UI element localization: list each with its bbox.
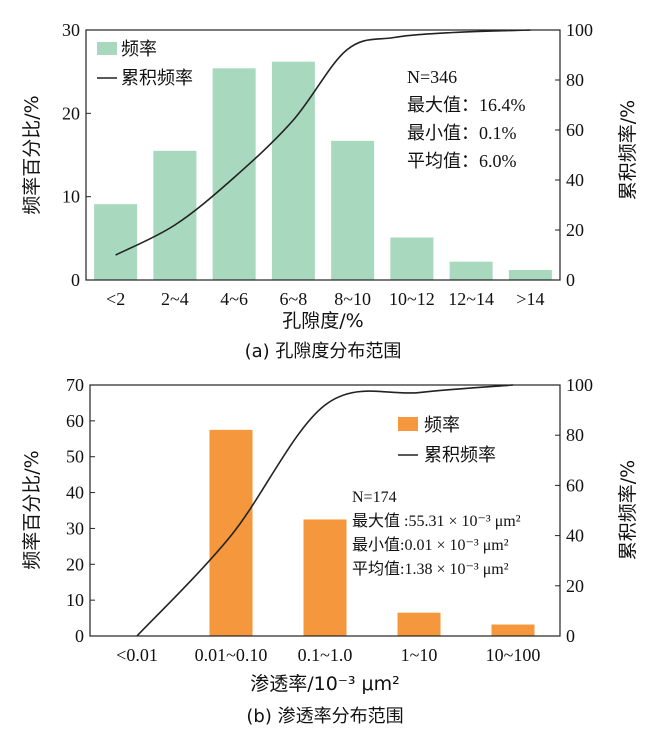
caption-permeability: (b) 渗透率分布范围 xyxy=(246,706,403,727)
x-tick-porosity-0: <2 xyxy=(106,289,125,309)
x-tick-porosity-4: 8~10 xyxy=(334,289,371,309)
cumulative-line-permeability xyxy=(136,384,514,637)
y-right-tick-porosity-4: 80 xyxy=(566,70,584,90)
y-right-tick-permeability-5: 100 xyxy=(566,375,593,395)
caption-porosity: (a) 孔隙度分布范围 xyxy=(245,341,402,362)
plot-frame-porosity xyxy=(85,29,561,281)
stats-porosity: N=346 最大值：16.4% 最小值：0.1% 平均值：6.0% xyxy=(407,67,526,171)
legend-label-line-permeability: 累积频率 xyxy=(424,445,496,466)
stat-mean-permeability: 平均值:1.38 × 10⁻³ μm² xyxy=(352,560,509,578)
legend-label-bar-permeability: 频率 xyxy=(424,415,460,436)
y-right-tick-porosity-1: 20 xyxy=(566,220,584,240)
stat-mean-porosity: 平均值：6.0% xyxy=(407,151,517,171)
y-tick-porosity-3: 30 xyxy=(62,20,80,40)
bar-porosity-1 xyxy=(153,150,197,280)
bar-porosity-2 xyxy=(212,68,256,280)
bar-porosity-4 xyxy=(331,140,375,280)
stat-min-permeability: 最小值:0.01 × 10⁻³ μm² xyxy=(352,536,509,554)
bar-porosity-6 xyxy=(449,261,493,280)
y-axis-right-porosity: 0 20 40 60 80 100 xyxy=(555,20,593,290)
y-tick-permeability-3: 30 xyxy=(66,518,84,538)
x-tick-porosity-5: 10~12 xyxy=(389,289,435,309)
x-axis-porosity: <2 2~4 4~6 6~8 8~10 10~12 12~14 >14 xyxy=(106,289,544,309)
y-right-tick-permeability-4: 80 xyxy=(566,425,584,445)
plot-frame-permeability xyxy=(89,384,561,637)
bar-permeability-4 xyxy=(491,624,535,636)
y-tick-permeability-4: 40 xyxy=(66,483,84,503)
y-tick-porosity-0: 0 xyxy=(71,270,80,290)
bar-porosity-0 xyxy=(94,204,138,280)
y-label-right-porosity: 累积频率/% xyxy=(617,100,639,200)
x-tick-permeability-0: <0.01 xyxy=(116,645,158,665)
y-right-tick-porosity-0: 0 xyxy=(566,270,575,290)
y-right-tick-permeability-2: 40 xyxy=(566,526,584,546)
legend-permeability: 频率 累积频率 xyxy=(398,415,496,466)
y-tick-permeability-6: 60 xyxy=(66,411,84,431)
y-axis-left-permeability: 0 10 20 30 40 50 60 70 xyxy=(66,375,95,646)
bar-porosity-5 xyxy=(390,237,434,280)
x-tick-porosity-6: 12~14 xyxy=(448,289,494,309)
bar-permeability-2 xyxy=(303,519,347,636)
y-right-tick-porosity-3: 60 xyxy=(566,120,584,140)
legend-label-line-porosity: 累积频率 xyxy=(121,68,193,89)
bar-permeability-3 xyxy=(397,612,441,636)
y-right-tick-permeability-3: 60 xyxy=(566,475,584,495)
x-tick-porosity-3: 6~8 xyxy=(280,289,308,309)
bar-porosity-7 xyxy=(508,270,552,280)
y-tick-permeability-0: 0 xyxy=(75,626,84,646)
x-tick-permeability-1: 0.01~0.10 xyxy=(195,645,268,665)
y-right-tick-permeability-0: 0 xyxy=(566,626,575,646)
y-label-left-porosity: 频率百分比/% xyxy=(21,95,43,214)
y-axis-right-permeability: 0 20 40 60 80 100 xyxy=(555,375,593,646)
y-label-right-permeability: 累积频率/% xyxy=(617,460,639,560)
legend-porosity: 频率 累积频率 xyxy=(97,39,193,89)
stat-min-porosity: 最小值：0.1% xyxy=(407,123,517,143)
y-tick-permeability-1: 10 xyxy=(66,590,84,610)
panel-porosity: 0 10 20 30 0 20 40 60 80 100 <2 2~4 4~6 6~8 8~10 10~1… xyxy=(21,20,639,362)
y-tick-porosity-1: 10 xyxy=(62,187,80,207)
y-axis-left-porosity: 0 10 20 30 xyxy=(62,20,91,290)
x-label-permeability: 渗透率/10⁻³ μm² xyxy=(250,673,399,695)
x-tick-permeability-2: 0.1~1.0 xyxy=(298,645,353,665)
stats-permeability: N=174 最大值 :55.31 × 10⁻³ μm² 最小值:0.01 × 1… xyxy=(352,489,521,578)
x-axis-permeability: <0.01 0.01~0.10 0.1~1.0 1~10 10~100 xyxy=(116,645,540,665)
bar-permeability-1 xyxy=(209,429,253,636)
cumulative-line-porosity xyxy=(115,29,531,256)
y-right-tick-porosity-2: 40 xyxy=(566,170,584,190)
bars-permeability xyxy=(209,429,535,636)
panel-permeability: 0 10 20 30 40 50 60 70 0 20 40 60 80 100 <0.01 0.01~0… xyxy=(21,375,639,727)
x-tick-permeability-3: 1~10 xyxy=(401,645,438,665)
stat-max-permeability: 最大值 :55.31 × 10⁻³ μm² xyxy=(352,512,521,530)
x-tick-porosity-1: 2~4 xyxy=(161,289,189,309)
y-tick-porosity-2: 20 xyxy=(62,103,80,123)
y-tick-permeability-7: 70 xyxy=(66,375,84,395)
y-tick-permeability-2: 20 xyxy=(66,554,84,574)
x-label-porosity: 孔隙度/% xyxy=(282,310,363,332)
legend-swatch-bar-porosity xyxy=(97,42,117,55)
x-tick-porosity-7: >14 xyxy=(516,289,544,309)
y-label-left-permeability: 频率百分比/% xyxy=(21,450,43,569)
x-tick-porosity-2: 4~6 xyxy=(220,289,248,309)
y-right-tick-porosity-5: 100 xyxy=(566,20,593,40)
y-right-tick-permeability-1: 20 xyxy=(566,576,584,596)
y-tick-permeability-5: 50 xyxy=(66,447,84,467)
bar-porosity-3 xyxy=(271,61,315,280)
stat-n-porosity: N=346 xyxy=(407,67,457,87)
stat-n-permeability: N=174 xyxy=(352,489,397,506)
legend-swatch-bar-permeability xyxy=(398,417,418,431)
legend-label-bar-porosity: 频率 xyxy=(121,39,157,60)
x-tick-permeability-4: 10~100 xyxy=(486,645,541,665)
stat-max-porosity: 最大值：16.4% xyxy=(407,95,526,115)
